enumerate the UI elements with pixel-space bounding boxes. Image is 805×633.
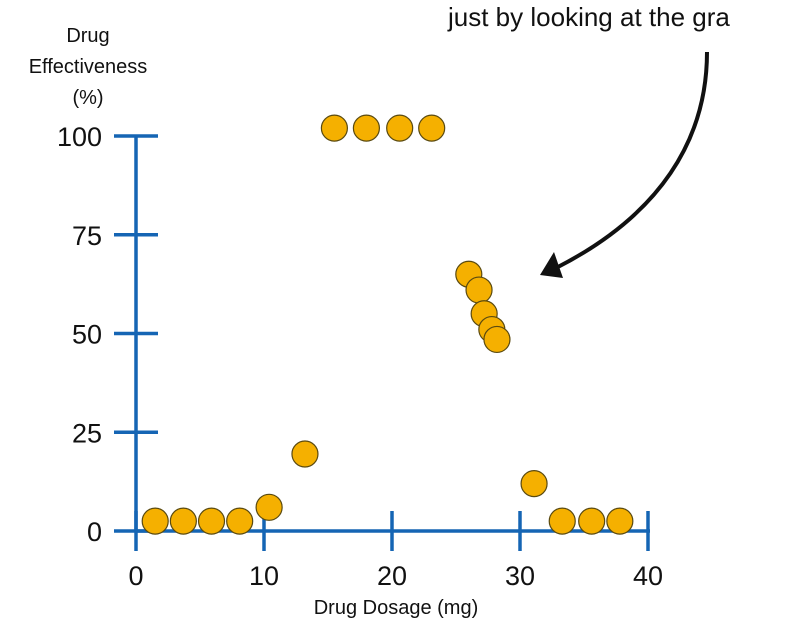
data-point bbox=[352, 114, 380, 142]
y-axis-title-line: Effectiveness bbox=[29, 56, 148, 78]
data-point bbox=[320, 114, 348, 142]
data-point bbox=[255, 493, 283, 521]
y-axis-title: Drug Effectiveness (%) bbox=[29, 25, 148, 109]
data-point bbox=[578, 507, 606, 535]
data-point bbox=[465, 276, 493, 304]
data-point bbox=[483, 325, 511, 354]
data-point bbox=[418, 114, 446, 142]
ticks bbox=[114, 134, 650, 551]
x-tick-label: 30 bbox=[505, 561, 535, 591]
arrow-shaft bbox=[555, 51, 709, 270]
y-tick-label: 25 bbox=[72, 418, 102, 448]
x-tick-label: 40 bbox=[633, 561, 663, 591]
y-tick-label: 0 bbox=[87, 517, 102, 547]
arrow-head bbox=[540, 252, 563, 278]
data-point bbox=[141, 507, 169, 535]
tick-labels: 0 25 50 75 100 0 10 20 30 40 bbox=[57, 122, 663, 591]
y-axis-title-line: Drug bbox=[66, 25, 109, 47]
data-point bbox=[291, 440, 319, 468]
y-tick-label: 75 bbox=[72, 221, 102, 251]
data-point bbox=[169, 507, 197, 535]
x-tick-label: 0 bbox=[128, 561, 143, 591]
data-point bbox=[386, 114, 414, 142]
data-point bbox=[520, 470, 548, 498]
x-tick-label: 10 bbox=[249, 561, 279, 591]
axes bbox=[134, 136, 650, 533]
x-axis-title: Drug Dosage (mg) bbox=[314, 597, 479, 619]
annotation-text: just by looking at the gra bbox=[447, 2, 730, 32]
y-tick-label: 100 bbox=[57, 122, 102, 152]
data-point bbox=[606, 507, 634, 535]
y-tick-label: 50 bbox=[72, 320, 102, 350]
x-tick-label: 20 bbox=[377, 561, 407, 591]
data-point bbox=[226, 507, 254, 535]
annotation-arrow bbox=[540, 51, 709, 278]
data-point bbox=[197, 507, 226, 535]
y-axis-title-line: (%) bbox=[72, 87, 103, 109]
data-point bbox=[548, 507, 576, 535]
data-points bbox=[141, 114, 634, 535]
